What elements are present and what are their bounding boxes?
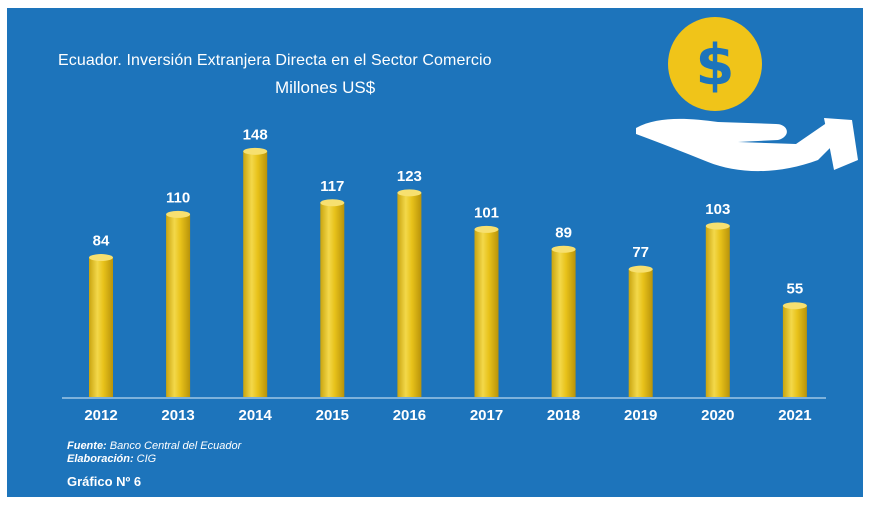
data-label-2012: 84 [93,233,110,250]
bar-body [89,257,113,397]
chart-title: Ecuador. Inversión Extranjera Directa en… [58,52,492,69]
bar-2016: 123 2016 [393,168,426,424]
bar-cap [782,302,807,310]
x-tick-2015: 2015 [316,407,349,424]
x-tick-2014: 2014 [239,407,273,424]
bar-body [320,202,345,397]
bar-cap [397,189,422,197]
bar-body [166,214,191,397]
data-label-2013: 110 [166,189,190,206]
source-note: Fuente: Banco Central del Ecuador Elabor… [67,440,241,466]
data-label-2019: 77 [632,244,649,261]
data-label-2020: 103 [705,201,730,218]
data-label-2014: 148 [243,126,268,143]
x-tick-2017: 2017 [470,407,503,424]
bar-2015: 117 2015 [316,178,349,424]
x-tick-2020: 2020 [701,407,734,424]
bar-cap [705,222,730,230]
bar-cap [320,199,345,207]
source-label: Fuente: [67,440,107,452]
bar-2013: 110 2013 [161,189,194,424]
data-label-2016: 123 [397,168,422,185]
data-label-2015: 117 [320,178,344,195]
bar-body [782,305,807,397]
bar-cap [628,265,653,273]
bar-2018: 89 2018 [547,224,580,424]
bar-2012: 84 2012 [84,233,117,424]
elaboration-label: Elaboración: [67,453,134,465]
bar-2021: 55 2021 [778,281,811,424]
x-tick-2019: 2019 [624,407,657,424]
x-tick-2013: 2013 [161,407,194,424]
bar-2019: 77 2019 [624,244,657,424]
bar-2020: 103 2020 [701,201,734,424]
x-tick-2018: 2018 [547,407,580,424]
x-tick-2021: 2021 [778,407,811,424]
bar-body [474,229,499,397]
bar-cap [243,147,268,155]
bar-cap [89,254,113,262]
bar-body [628,269,653,397]
source-value: Banco Central del Ecuador [106,440,242,452]
bar-cap [551,245,576,253]
elaboration-value: CIG [133,453,157,465]
bar-body [705,226,730,397]
bar-cap [474,225,499,233]
hand-coin-dollar-icon: $ [636,17,858,172]
chart-subtitle: Millones US$ [275,78,376,97]
data-label-2017: 101 [474,204,499,221]
svg-text:$: $ [696,33,735,98]
bar-body [397,192,422,397]
bar-2017: 101 2017 [470,204,503,424]
bar-body [551,249,576,397]
chart-number: Gráfico Nº 6 [67,474,142,489]
data-label-2021: 55 [787,281,804,298]
x-tick-2016: 2016 [393,407,426,424]
data-label-2018: 89 [555,224,572,241]
bar-2014: 148 2014 [239,126,273,424]
bar-cap [166,210,191,218]
x-tick-2012: 2012 [84,407,117,424]
bar-body [243,151,268,397]
